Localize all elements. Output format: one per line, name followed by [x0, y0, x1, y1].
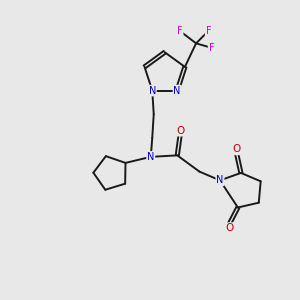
Text: F: F [208, 43, 214, 53]
Text: N: N [148, 85, 156, 96]
Text: F: F [177, 26, 183, 36]
Text: N: N [173, 85, 181, 96]
Text: O: O [225, 223, 233, 233]
Text: O: O [176, 126, 184, 136]
Text: F: F [206, 26, 211, 36]
Text: N: N [147, 152, 154, 162]
Text: N: N [216, 176, 224, 185]
Text: O: O [232, 144, 241, 154]
